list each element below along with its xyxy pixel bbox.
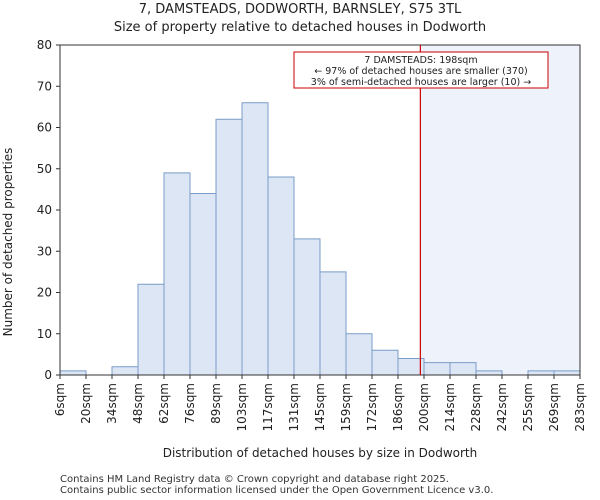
x-tick-label: 34sqm [105,383,119,424]
x-tick-label: 48sqm [131,383,145,424]
bar [527,370,555,376]
highlight-region [420,45,580,375]
y-tick-label: 10 [37,327,52,341]
chart-title-address: 7, DAMSTEADS, DODWORTH, BARNSLEY, S75 3T… [138,2,462,17]
x-tick-label: 103sqm [235,383,249,431]
annotation-line-1: 7 DAMSTEADS: 198sqm [364,55,477,66]
x-tick-label: 283sqm [573,383,587,431]
bar [137,283,165,376]
x-tick-label: 172sqm [365,383,379,431]
x-tick-label: 159sqm [339,383,353,431]
x-tick-label: 20sqm [79,383,93,424]
x-tick-label: 214sqm [443,383,457,431]
x-tick-label: 117sqm [261,383,275,431]
bar [111,366,139,376]
y-tick-label: 70 [37,79,52,93]
bar [475,370,503,376]
bar [553,370,581,376]
y-tick-label: 20 [37,286,52,300]
x-tick-label: 269sqm [547,383,561,431]
x-tick-label: 242sqm [495,383,509,431]
x-tick-label: 131sqm [287,383,301,431]
bar [59,370,87,376]
x-tick-label: 145sqm [313,383,327,431]
y-tick-label: 50 [37,162,52,176]
bar [267,176,295,376]
bar [371,349,399,376]
x-tick-label: 89sqm [209,383,223,424]
x-tick-label: 6sqm [53,383,67,416]
x-tick-label: 186sqm [391,383,405,431]
annotation-line-3: 3% of semi-detached houses are larger (1… [311,77,531,88]
bar [241,102,269,376]
chart-title: Size of property relative to detached ho… [113,20,487,35]
bar [449,362,477,376]
annotation-line-2: ← 97% of detached houses are smaller (37… [314,66,527,77]
x-tick-label: 255sqm [521,383,535,431]
x-tick-label: 62sqm [157,383,171,424]
bar [319,271,347,376]
y-axis-label: Number of detached properties [1,147,15,337]
x-tick-label: 76sqm [183,383,197,424]
bar [163,172,191,376]
y-tick-label: 0 [44,368,52,382]
y-tick-label: 80 [37,38,52,52]
x-axis-label: Distribution of detached houses by size … [162,446,478,460]
annotation-box [293,51,549,89]
footer-licence: Contains public sector information licen… [60,485,494,496]
bar [345,333,373,376]
y-tick-label: 40 [37,203,52,217]
bar [293,238,321,376]
bar [215,118,243,376]
footer-copyright: Contains HM Land Registry data © Crown c… [60,474,449,485]
x-tick-label: 228sqm [469,383,483,431]
bar [189,193,217,376]
bar [423,362,451,376]
x-tick-label: 200sqm [417,383,431,431]
y-tick-label: 30 [37,244,52,258]
y-tick-label: 60 [37,121,52,135]
